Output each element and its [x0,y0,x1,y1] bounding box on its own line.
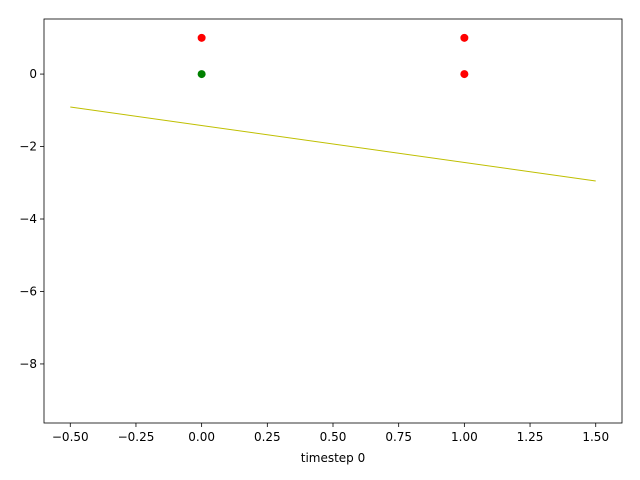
x-tick-label: 0.50 [320,430,347,444]
y-tick-label: −2 [19,140,37,154]
x-tick-label: 0.25 [254,430,281,444]
x-tick-label: 0.00 [188,430,215,444]
y-tick-label: −6 [19,284,37,298]
y-tick-label: 0 [29,67,37,81]
line [70,106,596,182]
point [460,33,469,42]
x-tick-label: 1.00 [451,430,478,444]
y-tick-label: −8 [19,357,37,371]
x-tick-label: −0.25 [118,430,155,444]
x-tick-label: −0.50 [52,430,89,444]
y-tick-label: −4 [19,212,37,226]
point [197,70,206,79]
x-tick-label: 1.50 [582,430,609,444]
x-tick-label: 0.75 [385,430,412,444]
point [460,70,469,79]
x-axis-label: timestep 0 [301,451,366,465]
x-tick-label: 1.25 [517,430,544,444]
point [197,33,206,42]
plot-frame [43,18,623,424]
